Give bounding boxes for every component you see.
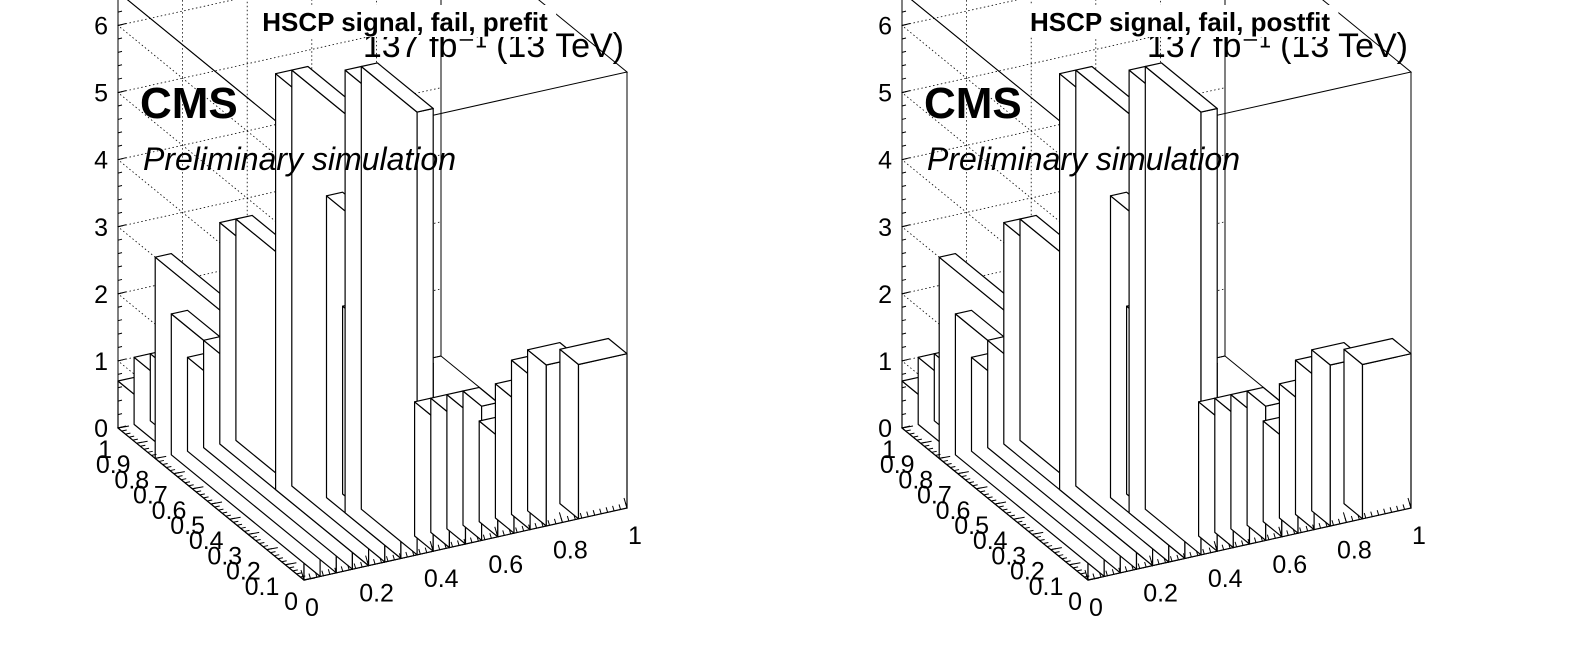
x-tick-label: 0.8	[1337, 536, 1372, 564]
z-tick-label: 4	[94, 147, 108, 175]
axes: 012345600.20.40.60.8100.10.20.30.40.50.6…	[94, 10, 642, 622]
lego-panel-1: 012345600.20.40.60.8100.10.20.30.40.50.6…	[94, 0, 642, 622]
x-tick-label: 0.4	[424, 565, 459, 593]
title-box	[254, 5, 557, 37]
z-tick-label: 6	[878, 13, 892, 41]
y-tick-label: 0.9	[96, 451, 131, 479]
y-tick-label: 1	[882, 436, 896, 464]
x-tick-label: 0	[305, 594, 319, 622]
z-tick-label: 5	[94, 80, 108, 108]
y-tick-label: 0.4	[189, 527, 224, 555]
z-tick-label: 0	[94, 415, 108, 443]
top-frame	[126, 0, 629, 145]
z-tick-label: 1	[94, 348, 108, 376]
y-tick-label: 0.5	[170, 512, 205, 540]
plot-title: HSCP signal, fail, prefit	[262, 7, 548, 37]
z-tick-label: 6	[94, 13, 108, 41]
y-tick-label: 0.5	[954, 512, 989, 540]
lego-bar	[559, 337, 628, 520]
y-tick-label: 0	[1068, 588, 1082, 616]
z-tick-label: 2	[878, 281, 892, 309]
x-tick-label: 1	[1412, 522, 1426, 550]
x-tick-label: 0.8	[553, 536, 588, 564]
y-tick-label: 0.2	[1010, 558, 1045, 586]
y-tick-label: 0.4	[973, 527, 1008, 555]
plot-title: HSCP signal, fail, postfit	[1030, 7, 1330, 37]
z-tick-label: 0	[878, 415, 892, 443]
z-tick-label: 3	[94, 214, 108, 242]
y-tick-label: 0.3	[207, 542, 242, 570]
preliminary-label: Preliminary simulation	[143, 141, 456, 177]
x-tick-label: 0.2	[359, 580, 394, 608]
y-tick-label: 0.6	[152, 497, 187, 525]
x-tick-label: 0.2	[1143, 580, 1178, 608]
y-tick-label: 0.1	[1029, 573, 1064, 601]
top-frame	[910, 0, 1413, 145]
y-tick-label: 0.8	[114, 466, 149, 494]
lego-bars	[901, 62, 1412, 581]
z-tick-label: 5	[878, 80, 892, 108]
y-tick-label: 0.3	[991, 542, 1026, 570]
preliminary-label: Preliminary simulation	[927, 141, 1240, 177]
x-tick-label: 0.4	[1208, 565, 1243, 593]
y-tick-label: 0.9	[880, 451, 915, 479]
z-tick-label: 4	[878, 147, 892, 175]
cms-label: CMS	[924, 79, 1022, 128]
y-tick-label: 0.2	[226, 558, 261, 586]
title-box	[1021, 5, 1339, 37]
x-tick-label: 0	[1089, 594, 1103, 622]
z-tick-label: 2	[94, 281, 108, 309]
y-tick-label: 0.8	[898, 466, 933, 494]
cms-label: CMS	[140, 79, 238, 128]
x-tick-label: 0.6	[488, 551, 523, 579]
y-tick-label: 0.7	[133, 482, 168, 510]
lego-panel-2: 012345600.20.40.60.8100.10.20.30.40.50.6…	[878, 0, 1426, 622]
y-tick-label: 0.7	[917, 482, 952, 510]
y-tick-label: 0	[284, 588, 298, 616]
lego-bars	[117, 62, 628, 581]
z-tick-label: 1	[878, 348, 892, 376]
y-tick-label: 0.1	[245, 573, 280, 601]
lego-bar	[1343, 337, 1412, 520]
z-tick-label: 3	[878, 214, 892, 242]
y-tick-label: 1	[98, 436, 112, 464]
axes: 012345600.20.40.60.8100.10.20.30.40.50.6…	[878, 10, 1426, 622]
x-tick-label: 0.6	[1272, 551, 1307, 579]
y-tick-label: 0.6	[936, 497, 971, 525]
x-tick-label: 1	[628, 522, 642, 550]
